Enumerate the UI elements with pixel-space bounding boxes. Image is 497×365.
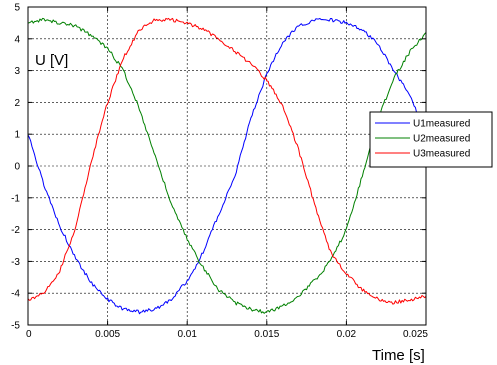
- y-tick-label: 4: [14, 34, 20, 45]
- series-line-u2measured: [27, 17, 427, 314]
- y-tick-label: -3: [11, 257, 20, 268]
- legend-label-u2measured: U2measured: [413, 134, 470, 145]
- series-lines: [27, 17, 427, 315]
- y-tick-label: 0: [14, 162, 20, 173]
- y-tick-label: 3: [14, 66, 20, 77]
- y-tick-label: 5: [14, 3, 20, 14]
- x-tick-label: 0: [26, 329, 32, 340]
- x-tick-label: 0.025: [403, 329, 428, 340]
- plot-background: [28, 7, 426, 325]
- grid: [28, 7, 426, 325]
- x-tick-label: 0.015: [254, 329, 279, 340]
- legend: U1measured U2measured U3measured: [369, 111, 493, 168]
- y-axis-title: U [V]: [35, 52, 68, 69]
- x-tick-label: 0.02: [337, 329, 357, 340]
- x-tick-label: 0.005: [95, 329, 120, 340]
- legend-label-u1measured: U1measured: [413, 119, 470, 130]
- y-tick-label: -2: [11, 225, 20, 236]
- series-line-u3measured: [27, 17, 427, 305]
- x-tick-label: 0.01: [177, 329, 197, 340]
- y-tick-label: -1: [11, 193, 20, 204]
- y-tick-label: -4: [11, 289, 20, 300]
- legend-label-u3measured: U3measured: [413, 149, 470, 160]
- legend-box: [369, 111, 493, 168]
- axis-ticks: 0 0.005 0.01 0.015 0.02 0.025 -5 -4 -3 -2 -1 0 1 2 3 4 5: [11, 3, 428, 341]
- y-tick-label: 1: [14, 130, 20, 141]
- x-axis-title: Time [s]: [372, 347, 425, 364]
- series-line-u1measured: [27, 18, 419, 315]
- y-tick-label: 2: [14, 98, 20, 109]
- y-tick-label: -5: [11, 321, 20, 332]
